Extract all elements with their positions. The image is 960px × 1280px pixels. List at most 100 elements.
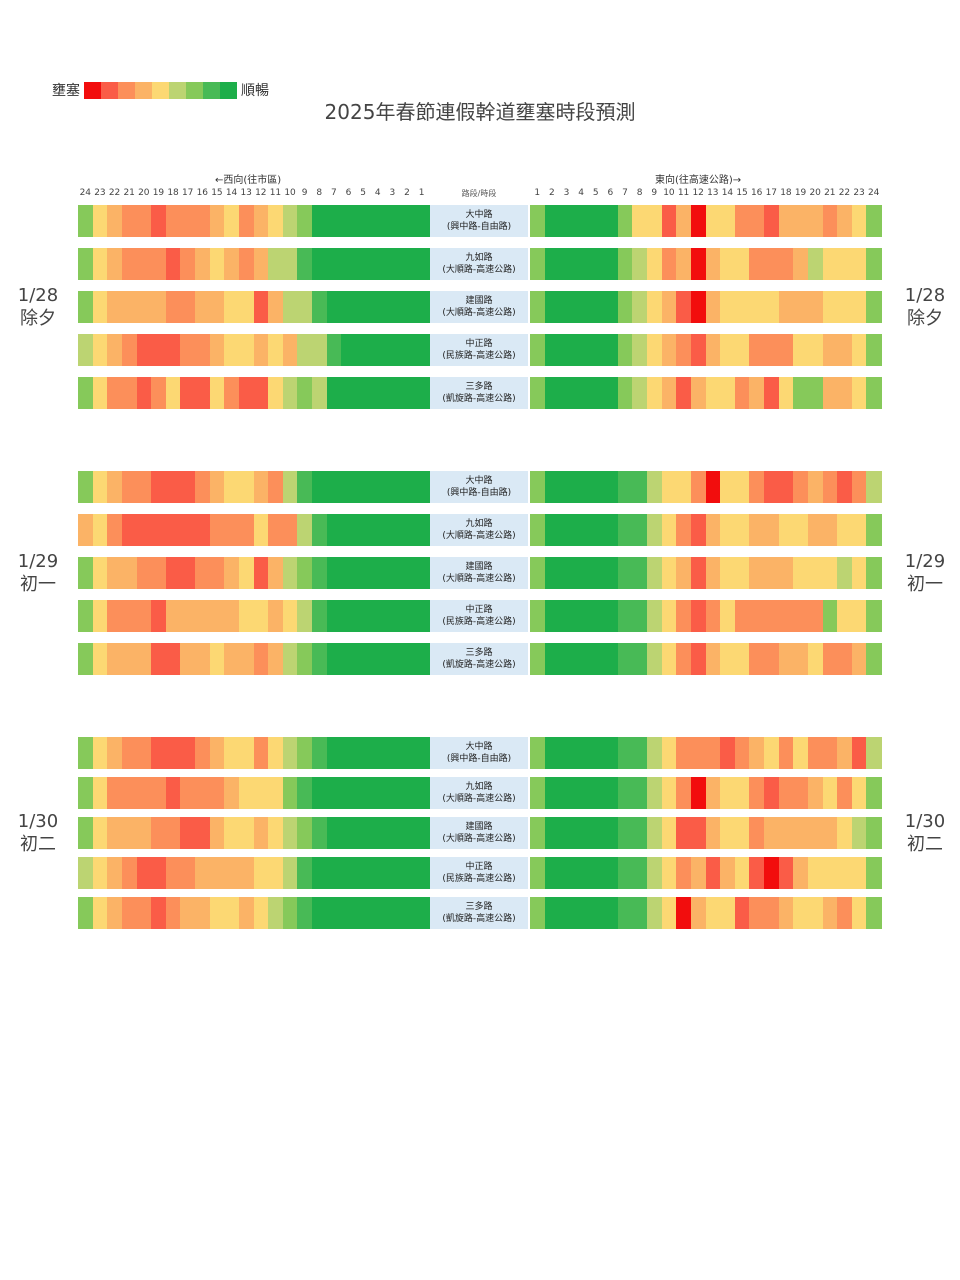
heat-cell-west xyxy=(399,777,415,809)
east-hour-tick: 5 xyxy=(592,188,599,198)
heat-cell-west xyxy=(121,777,138,809)
heat-cell-east xyxy=(866,817,882,849)
heat-cell-east xyxy=(690,557,707,589)
heat-cell-west xyxy=(326,737,342,769)
heat-cell-east xyxy=(530,643,546,675)
holiday-text: 初一 xyxy=(907,574,943,595)
heat-cell-east xyxy=(676,737,692,769)
heat-cell-west xyxy=(355,557,372,589)
heat-cell-west xyxy=(253,817,269,849)
heat-cell-east xyxy=(559,600,575,632)
heat-cell-east xyxy=(559,205,575,237)
road-label: 九如路 (大順路-高速公路) xyxy=(430,777,528,809)
heat-cell-west xyxy=(136,897,152,929)
heat-cell-west xyxy=(326,857,342,889)
heat-cell-west xyxy=(297,291,313,323)
heat-cell-east xyxy=(749,205,765,237)
heat-cell-east xyxy=(617,471,633,503)
heat-cell-east xyxy=(705,897,721,929)
heat-cell-east xyxy=(559,857,575,889)
heat-cell-east xyxy=(764,897,780,929)
heat-cell-east xyxy=(778,291,794,323)
heat-cell-west xyxy=(355,248,372,280)
heat-cell-east xyxy=(530,557,546,589)
legend-swatch xyxy=(135,81,152,99)
heat-cell-west xyxy=(107,777,123,809)
road-label: 建國路 (大順路-高速公路) xyxy=(430,557,528,589)
heat-cell-west xyxy=(209,777,225,809)
heat-cell-east xyxy=(764,205,780,237)
road-name: 三多路 xyxy=(465,382,493,392)
chart-title: 2025年春節連假幹道壅塞時段預測 xyxy=(324,100,636,124)
heat-cell-east xyxy=(632,857,648,889)
heat-cell-east xyxy=(603,471,619,503)
heat-cell-east xyxy=(617,291,633,323)
heat-cell-east xyxy=(851,377,867,409)
heat-cell-west xyxy=(385,777,401,809)
heat-cell-west xyxy=(165,857,181,889)
heat-cell-east xyxy=(764,514,780,546)
heat-cell-east xyxy=(559,248,575,280)
heat-cell-west xyxy=(385,600,401,632)
road-name: 建國路 xyxy=(465,822,493,832)
heat-cell-west xyxy=(209,817,225,849)
heat-cell-west xyxy=(209,643,225,675)
heat-cell-east xyxy=(866,557,882,589)
heat-cell-west xyxy=(209,205,225,237)
west-hour-tick: 23 xyxy=(94,188,106,198)
road-name: 中正路 xyxy=(465,862,493,872)
heat-cell-east xyxy=(734,557,750,589)
heat-cell-east xyxy=(661,557,677,589)
heat-cell-east xyxy=(676,897,692,929)
heat-cell-west xyxy=(268,643,284,675)
heat-cell-east xyxy=(778,777,794,809)
east-hour-tick: 23 xyxy=(853,188,865,198)
road-segment: (凱旋路-高速公路) xyxy=(442,394,516,404)
heat-cell-west xyxy=(312,857,328,889)
west-hour-tick: 16 xyxy=(196,188,209,198)
legend-swatch xyxy=(220,81,237,99)
heat-cell-west xyxy=(151,857,167,889)
heat-cell-east xyxy=(544,737,560,769)
heat-cell-east xyxy=(720,737,736,769)
heat-cell-west xyxy=(399,817,415,849)
heat-cell-west xyxy=(312,643,328,675)
heat-cell-east xyxy=(837,334,853,366)
heat-cell-west xyxy=(268,334,284,366)
heat-cell-west xyxy=(224,857,240,889)
heat-cell-west xyxy=(165,600,181,632)
heat-cell-west xyxy=(326,643,342,675)
heat-cell-east xyxy=(793,897,809,929)
heat-cell-west xyxy=(107,817,123,849)
heat-cell-east xyxy=(632,737,648,769)
heat-cell-west xyxy=(385,857,401,889)
heat-cell-west xyxy=(341,557,357,589)
heat-cell-west xyxy=(136,471,152,503)
date-text: 1/29 xyxy=(17,551,59,572)
heat-cell-west xyxy=(297,897,313,929)
heat-cell-west xyxy=(341,600,357,632)
heat-cell-west xyxy=(341,471,357,503)
heat-cell-west xyxy=(312,737,328,769)
heat-cell-east xyxy=(573,334,590,366)
heat-cell-east xyxy=(690,334,707,366)
heat-cell-west xyxy=(195,334,211,366)
heat-cell-west xyxy=(341,377,357,409)
heat-cell-east xyxy=(837,471,853,503)
heat-cell-east xyxy=(851,248,867,280)
east-hour-tick: 3 xyxy=(563,188,570,198)
heat-cell-west xyxy=(297,514,313,546)
heat-cell-west xyxy=(414,377,430,409)
heat-cell-west xyxy=(136,334,152,366)
heat-cell-east xyxy=(588,737,604,769)
heat-cell-east xyxy=(764,600,780,632)
heat-cell-east xyxy=(866,514,882,546)
heat-cell-west xyxy=(341,205,357,237)
heat-cell-west xyxy=(136,737,152,769)
heat-cell-east xyxy=(764,777,780,809)
heat-cell-east xyxy=(807,600,824,632)
heat-cell-east xyxy=(632,248,648,280)
heat-cell-west xyxy=(165,737,181,769)
heat-cell-east xyxy=(690,205,707,237)
heat-cell-east xyxy=(603,817,619,849)
